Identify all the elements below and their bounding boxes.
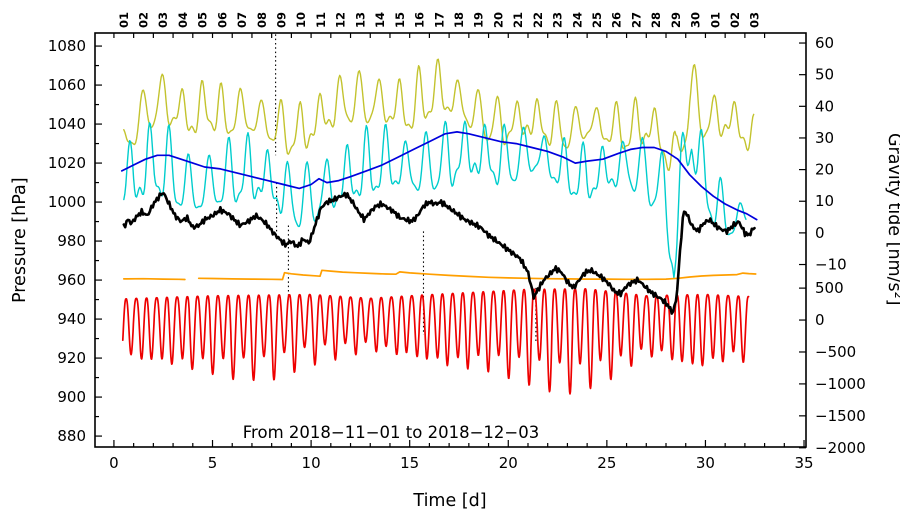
top-date-label: 27 [629, 12, 643, 28]
top-date-label: 24 [570, 12, 584, 28]
y-left-tick-label: 940 [57, 310, 86, 328]
y-right-tick-label: 40 [815, 97, 834, 115]
top-date-label: 04 [176, 12, 190, 28]
x-tick-label: 25 [597, 454, 616, 472]
y-left-tick-label: 1080 [48, 37, 86, 55]
top-date-label: 09 [275, 12, 289, 28]
top-date-label: 29 [669, 12, 683, 28]
top-date-label: 26 [610, 12, 624, 28]
top-date-label: 13 [353, 12, 367, 28]
top-date-label: 12 [334, 12, 348, 28]
series-auxiliary-orange [122, 277, 186, 281]
y-right-tick-label: −1500 [815, 407, 866, 425]
y-left-tick-label: 960 [57, 271, 86, 289]
y-left-tick-label: 900 [57, 388, 86, 406]
y-axis-title-left: Pressure [hPa] [10, 177, 30, 303]
y-right-tick-label: −500 [815, 343, 856, 361]
series-auxiliary-orange [197, 269, 757, 281]
x-tick-label: 15 [400, 454, 419, 472]
series-layer [120, 34, 758, 395]
x-tick-label: 10 [302, 454, 321, 472]
top-date-label: 14 [373, 12, 387, 28]
top-date-label: 28 [649, 12, 663, 28]
top-date-label: 15 [393, 12, 407, 28]
y-right-tick-label: 0 [815, 311, 825, 329]
top-date-label: 20 [491, 12, 505, 28]
top-date-label: 08 [255, 12, 269, 28]
y-left-tick-label: 980 [57, 232, 86, 250]
y-left-tick-label: 1060 [48, 76, 86, 94]
top-date-label: 03 [748, 12, 762, 28]
series-pressure-diurnal-olive [123, 58, 755, 172]
y-right-tick-label: 20 [815, 161, 834, 179]
top-date-label: 11 [314, 12, 328, 28]
y-right-tick-label: 10 [815, 192, 834, 210]
top-date-label: 22 [531, 12, 545, 28]
top-date-label: 03 [156, 12, 170, 28]
date-range-annotation: From 2018−11−01 to 2018−12−03 [243, 423, 539, 442]
top-date-label: 16 [413, 12, 427, 28]
series-gravity-tide-red [121, 287, 750, 395]
top-date-label: 17 [432, 12, 446, 28]
y-right-tick-label: −10 [815, 256, 847, 274]
y-axis-title-right: Gravity tide [nm/s²] [884, 133, 900, 305]
y-left-tick-label: 1020 [48, 154, 86, 172]
top-date-label: 21 [511, 12, 525, 28]
plot-frame [94, 32, 807, 448]
y-left-tick-label: 920 [57, 349, 86, 367]
series-pressure-smoothed-blue [120, 131, 758, 221]
top-date-label: 25 [590, 12, 604, 28]
series-pressure-diurnal-cyan [123, 120, 747, 279]
series-pressure-station-black [122, 191, 756, 315]
top-date-label: 10 [294, 12, 308, 28]
x-tick-label: 20 [499, 454, 518, 472]
y-left-tick-label: 1000 [48, 193, 86, 211]
y-right-tick-label: 0 [815, 224, 825, 242]
x-tick-label: 5 [208, 454, 218, 472]
top-date-label: 23 [551, 12, 565, 28]
x-tick-label: 35 [794, 454, 813, 472]
top-date-label: 05 [196, 12, 210, 28]
top-date-label: 01 [117, 12, 131, 28]
y-right-tick-label: 30 [815, 129, 834, 147]
x-tick-label: 0 [109, 454, 119, 472]
x-tick-label: 30 [696, 454, 715, 472]
top-date-label: 19 [472, 12, 486, 28]
top-date-label: 18 [452, 12, 466, 28]
top-date-label: 01 [708, 12, 722, 28]
top-date-label: 02 [137, 12, 151, 28]
top-date-label: 07 [235, 12, 249, 28]
y-left-tick-label: 880 [57, 427, 86, 445]
y-right-tick-label: 50 [815, 66, 834, 84]
y-right-tick-label: 60 [815, 34, 834, 52]
x-axis-title: Time [d] [412, 491, 486, 511]
y-right-tick-label: −2000 [815, 439, 866, 457]
top-date-label: 30 [689, 12, 703, 28]
y-left-tick-label: 1040 [48, 115, 86, 133]
top-date-label: 02 [728, 12, 742, 28]
top-date-label: 06 [215, 12, 229, 28]
y-right-tick-label: −1000 [815, 375, 866, 393]
y-right-tick-label: 500 [815, 279, 844, 297]
